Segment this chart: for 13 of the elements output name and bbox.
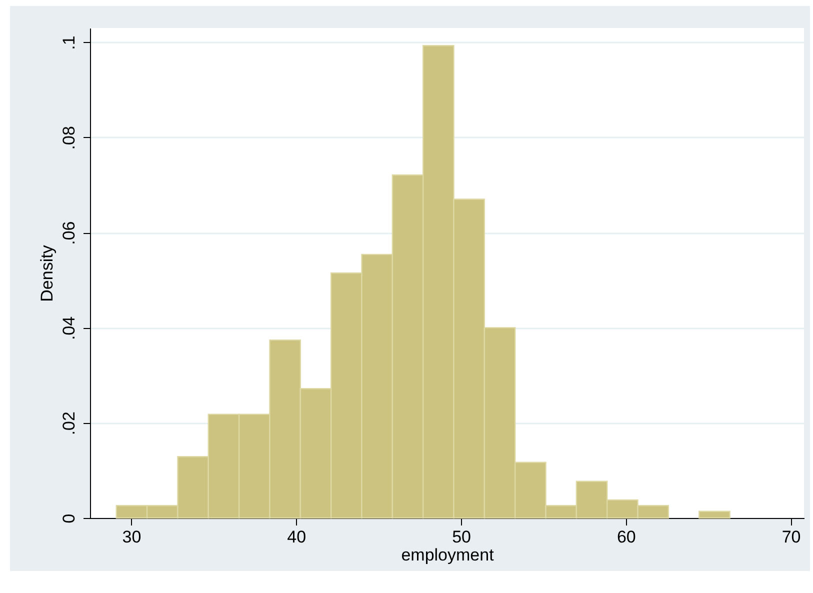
x-tick-label: 60 bbox=[616, 528, 636, 546]
y-tick-label: 0 bbox=[60, 514, 78, 524]
y-tick-label: .08 bbox=[60, 126, 78, 150]
y-axis-title: Density bbox=[38, 244, 56, 302]
x-tick-label: 50 bbox=[452, 528, 471, 546]
y-tick-label: .1 bbox=[60, 36, 78, 50]
x-axis-title: employment bbox=[401, 546, 494, 564]
y-tick-label: .04 bbox=[60, 316, 78, 340]
y-tick-label: .06 bbox=[60, 221, 78, 245]
x-tick-label: 70 bbox=[782, 528, 801, 546]
y-tick-label: .02 bbox=[60, 412, 78, 436]
x-tick-label: 40 bbox=[287, 528, 306, 546]
x-tick-label: 30 bbox=[122, 528, 142, 546]
